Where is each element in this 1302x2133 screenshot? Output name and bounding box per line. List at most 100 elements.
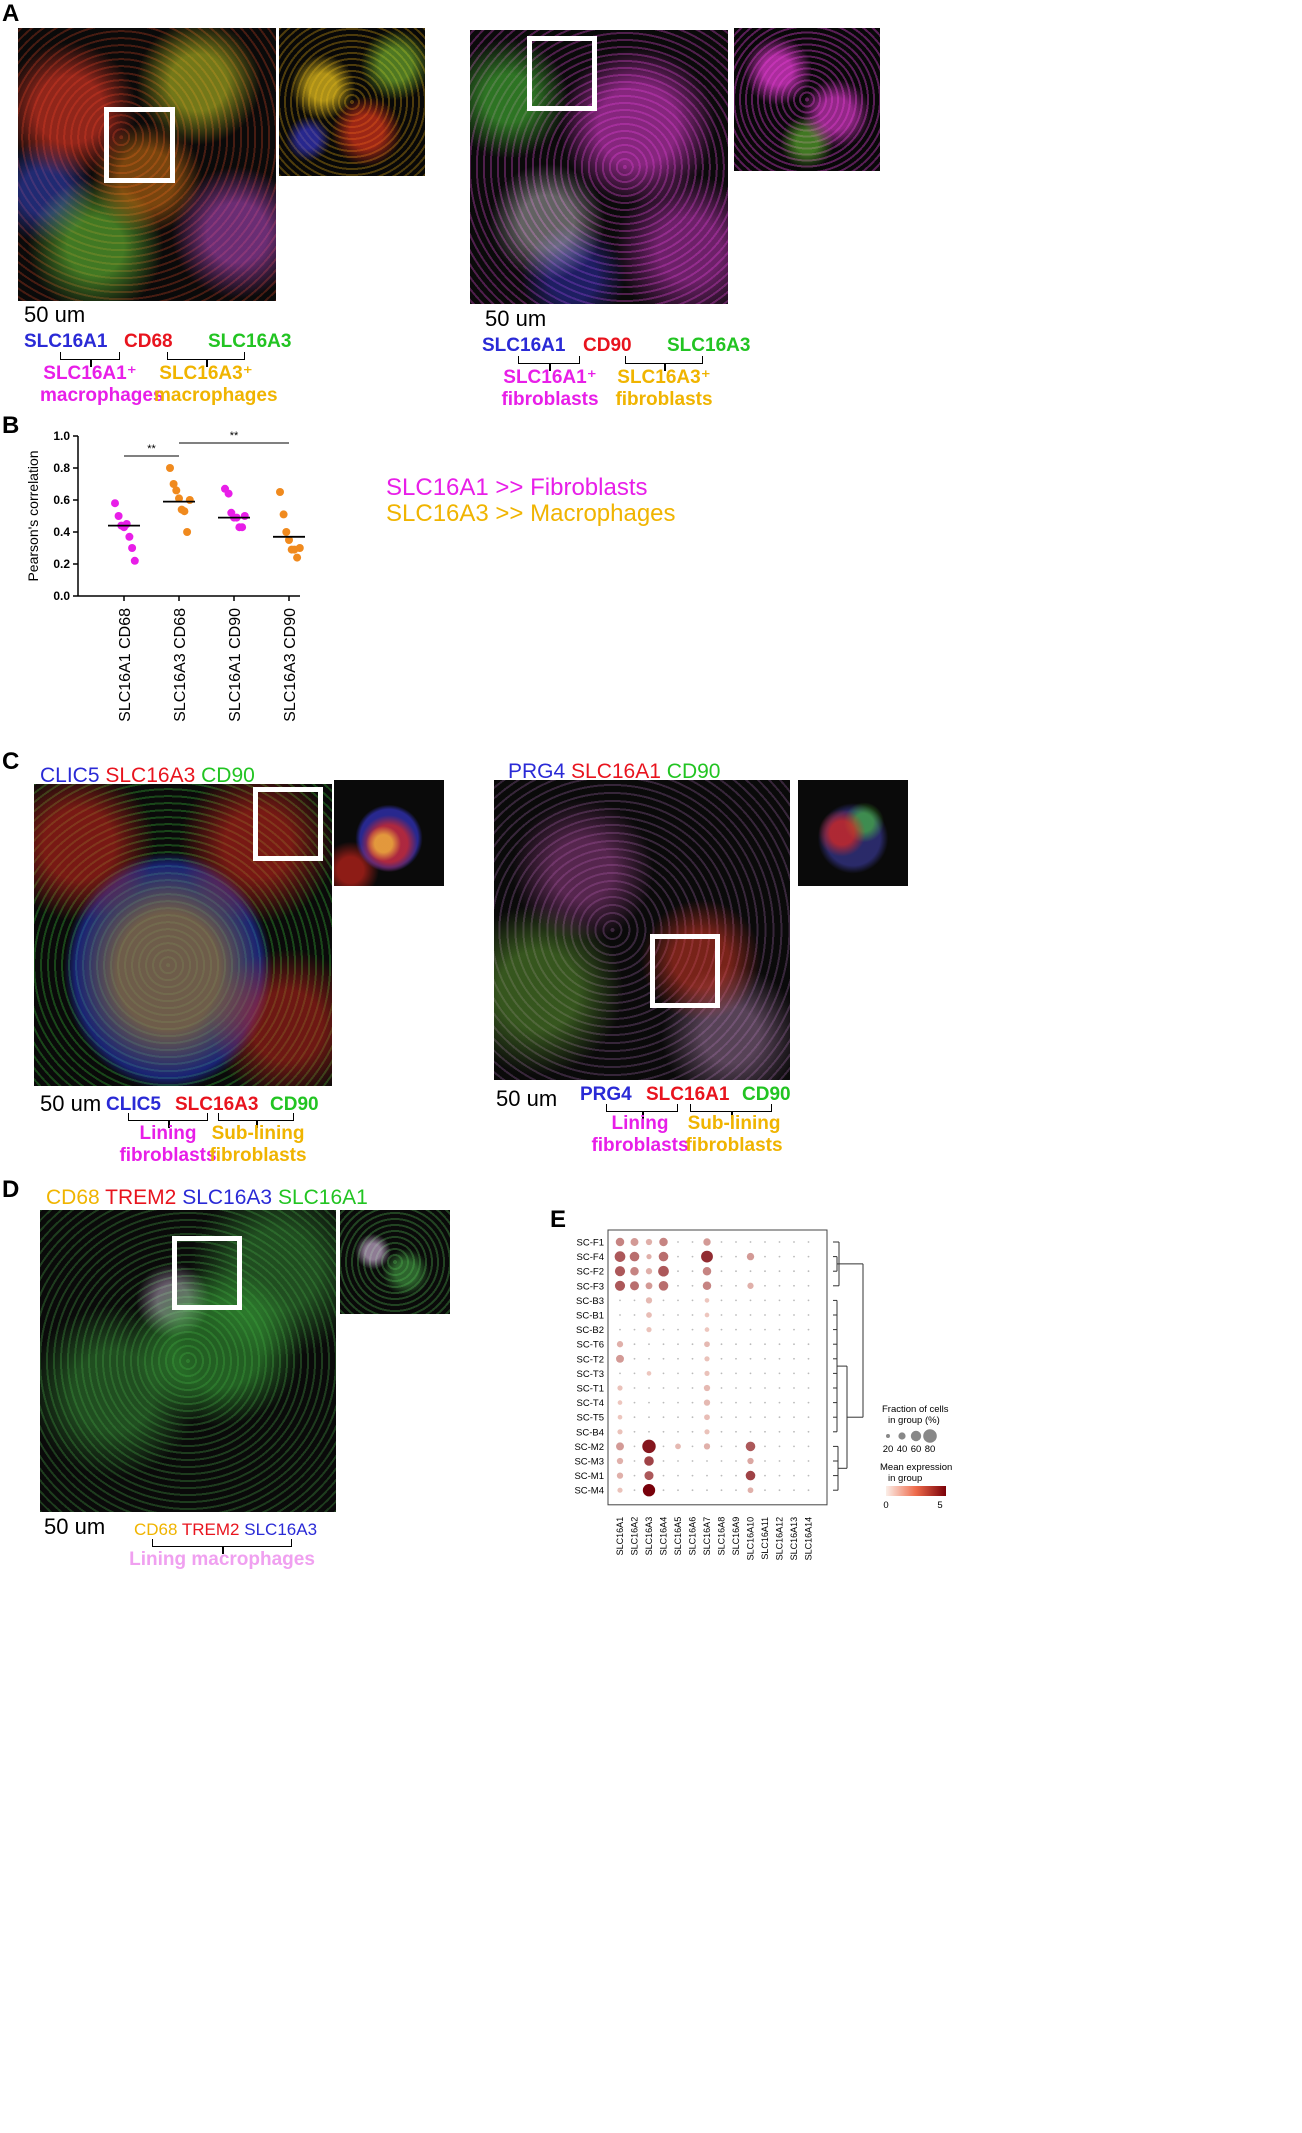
dot-bg: [735, 1299, 737, 1302]
dot-bg: [778, 1489, 781, 1492]
dot-bg: [778, 1328, 781, 1331]
marker-label: CLIC5: [106, 1094, 161, 1115]
dot-bg: [735, 1460, 737, 1462]
dot-bg: [677, 1489, 679, 1492]
expression-dot: [617, 1385, 623, 1391]
dot-bg: [749, 1270, 752, 1273]
dot-bg: [735, 1255, 737, 1258]
dot-bg: [793, 1314, 795, 1316]
size-legend-title: Fraction of cells: [882, 1404, 949, 1415]
dot-bg: [735, 1314, 737, 1316]
dot-bg: [720, 1241, 723, 1243]
size-legend-dot: [886, 1434, 890, 1438]
dot-bg: [807, 1460, 810, 1462]
dot-bg: [807, 1387, 810, 1389]
dot-bg: [807, 1474, 810, 1477]
dot-bg: [677, 1270, 679, 1273]
expression-dot: [629, 1281, 640, 1291]
gene-label: SLC16A14: [804, 1517, 814, 1560]
row-label: SC-F2: [577, 1267, 604, 1278]
dot-bg: [749, 1357, 752, 1360]
dot-bg: [720, 1489, 723, 1492]
dot-bg: [720, 1284, 723, 1287]
row-label: SC-F1: [577, 1238, 604, 1249]
title-marker: SLC16A3: [182, 1186, 273, 1209]
dotplot: SC-F1 SC-F4 SC-F2 SC-F3 SC-B3 SC-B1 SC-B2 SC-T6…: [574, 1229, 952, 1560]
cell-group-label: Lining macrophages: [129, 1549, 315, 1570]
dot-bg: [764, 1401, 766, 1404]
dot-bg: [735, 1270, 737, 1273]
row-label: SC-M2: [574, 1442, 604, 1453]
expression-dot: [704, 1341, 710, 1348]
dot-bg: [778, 1460, 781, 1462]
data-point: [166, 464, 174, 472]
panel-d-title: CD68 TREM2 SLC16A3 SLC16A1: [46, 1186, 368, 1210]
expression-dot: [616, 1472, 624, 1479]
dot-bg: [764, 1270, 766, 1273]
dot-bg: [691, 1299, 694, 1302]
dot-bg: [735, 1401, 737, 1404]
cell-group-label: Lining fibroblasts: [591, 1113, 689, 1156]
dot-bg: [720, 1255, 723, 1258]
dotplot-frame: [607, 1229, 828, 1506]
dot-bg: [807, 1284, 810, 1287]
data-point: [125, 532, 134, 541]
y-tick-label: 0.0: [53, 589, 70, 603]
expression-dot: [646, 1312, 652, 1318]
dot-bg: [793, 1445, 795, 1448]
dot-bg: [735, 1284, 737, 1287]
expression-dot: [704, 1356, 710, 1362]
row-label: SC-B1: [576, 1311, 604, 1322]
dot-bg: [720, 1372, 723, 1375]
dot-bg: [662, 1343, 665, 1346]
expression-dot: [704, 1429, 710, 1435]
bracket: [606, 1104, 678, 1119]
correlation-chart: 0.0 0.2 0.4 0.6 0.8 1.0 Pearson's correlation S…: [25, 429, 305, 722]
expression-dot: [745, 1470, 756, 1481]
dot-bg: [749, 1387, 752, 1389]
dot-bg: [778, 1387, 781, 1389]
dot-bg: [691, 1284, 694, 1287]
marker-label: PRG4: [580, 1084, 632, 1105]
expression-dot: [646, 1327, 652, 1333]
dot-bg: [749, 1241, 752, 1243]
dot-bg: [793, 1416, 795, 1419]
expression-dot: [642, 1484, 656, 1497]
expression-dot: [658, 1281, 669, 1291]
dot-bg: [648, 1430, 650, 1433]
dot-bg: [677, 1430, 679, 1433]
dot-bg: [662, 1416, 665, 1419]
dot-bg: [778, 1299, 781, 1302]
dot-bg: [764, 1314, 766, 1316]
dot-bg: [807, 1489, 810, 1492]
panel-d-marker-row: CD68 TREM2 SLC16A3: [134, 1520, 317, 1540]
expression-dot: [630, 1238, 639, 1246]
dot-bg: [793, 1255, 795, 1258]
cell-group-label: SLC16A3⁺ macrophages: [154, 363, 278, 406]
expression-dot: [703, 1399, 711, 1406]
row-label: SC-T6: [577, 1340, 604, 1351]
expression-dot: [617, 1429, 623, 1435]
inset-a-left: [279, 28, 425, 176]
roi-box-c-right: [650, 934, 720, 1008]
marker-label: SLC16A1: [24, 331, 108, 352]
sig-label: **: [230, 430, 239, 442]
panel-letter-e: E: [550, 1206, 567, 1233]
dot-bg: [633, 1299, 636, 1302]
expression-dot: [703, 1384, 711, 1392]
dot-bg: [662, 1357, 665, 1360]
roi-box-d: [172, 1236, 242, 1310]
dot-bg: [691, 1489, 694, 1492]
dot-bg: [633, 1343, 636, 1346]
panel-c-left-title: CLIC5 SLC16A3 CD90: [40, 764, 255, 788]
data-point: [175, 494, 183, 503]
expression-dot: [658, 1265, 669, 1277]
dot-bg: [778, 1445, 781, 1448]
dot-bg: [706, 1489, 708, 1492]
dot-bg: [735, 1328, 737, 1331]
marker-label: SLC16A3: [175, 1094, 259, 1115]
dot-bg: [633, 1314, 636, 1316]
expression-dot: [616, 1442, 624, 1451]
row-label: SC-M1: [574, 1471, 604, 1482]
expression-dot: [645, 1282, 653, 1290]
